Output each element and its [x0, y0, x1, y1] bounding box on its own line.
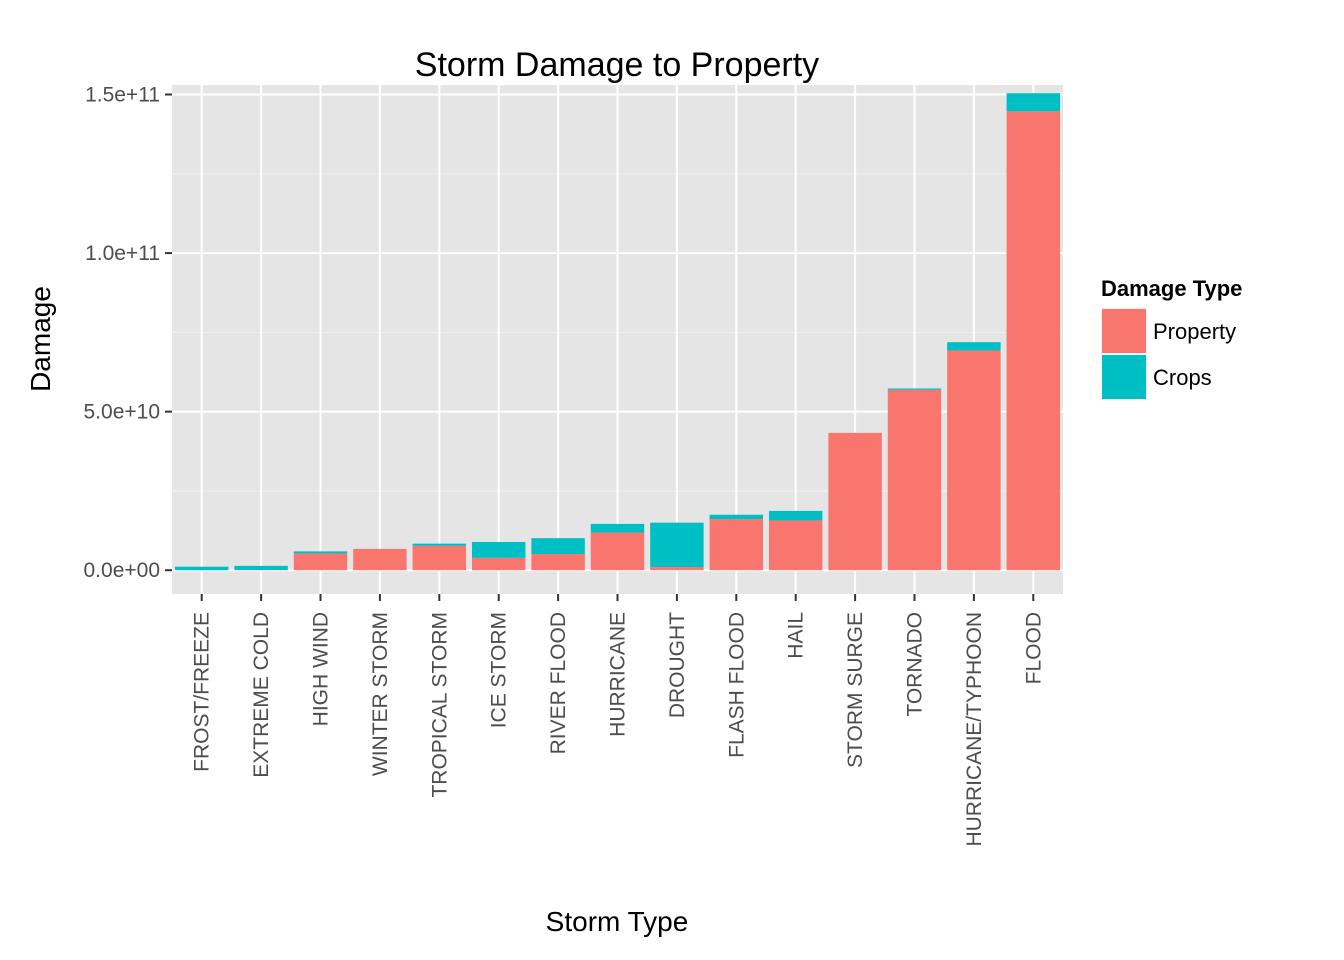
bar-property	[412, 545, 467, 571]
x-tick-label: DROUGHT	[666, 612, 689, 718]
legend: Damage Type Property Crops	[1101, 276, 1242, 400]
bar-property	[1006, 111, 1061, 571]
bar-crops	[650, 522, 704, 568]
bar-property	[828, 432, 882, 571]
bar-property	[947, 350, 1001, 571]
x-axis: FROST/FREEZE EXTREME COLD HIGH WIND WINTER …	[191, 594, 1045, 847]
y-tick-label: 5.0e+10	[84, 401, 161, 424]
chart-title: Storm Damage to Property	[415, 46, 819, 84]
legend-label-crops: Crops	[1153, 365, 1212, 390]
y-tick-label: 1.0e+11	[85, 242, 160, 265]
x-tick-label: ICE STORM	[488, 612, 511, 728]
bar-crops	[471, 541, 526, 558]
legend-key-crops	[1102, 355, 1146, 399]
bar-crops	[947, 342, 1001, 351]
bar-crops	[590, 523, 645, 533]
x-axis-title: Storm Type	[546, 906, 689, 937]
x-tick-label: WINTER STORM	[369, 612, 392, 776]
x-tick-label: HIGH WIND	[310, 612, 333, 726]
x-tick-label: HAIL	[785, 612, 808, 659]
bar-crops	[293, 551, 348, 554]
x-tick-label: FLOOD	[1022, 612, 1045, 684]
bar-property	[650, 567, 704, 571]
x-tick-label: HURRICANE	[607, 612, 630, 737]
bar-crops	[412, 543, 467, 546]
bar-property	[709, 519, 764, 571]
x-tick-label: TROPICAL STORM	[428, 612, 451, 798]
bars	[174, 93, 1061, 571]
bar-property	[293, 553, 348, 571]
x-tick-label: FLASH FLOOD	[725, 612, 748, 758]
y-axis-title: Damage	[25, 286, 56, 392]
y-axis: 0.0e+00 5.0e+10 1.0e+11 1.5e+11	[84, 84, 172, 582]
y-tick-label: 1.5e+11	[85, 84, 160, 107]
bar-crops	[709, 514, 764, 520]
bar-crops	[887, 388, 942, 390]
bar-crops	[174, 566, 229, 571]
x-tick-label: EXTREME COLD	[250, 612, 273, 778]
y-tick-label: 0.0e+00	[84, 559, 161, 582]
bar-property	[887, 389, 942, 571]
bar-property	[353, 548, 407, 571]
bar-property	[531, 554, 585, 571]
bar-property	[590, 532, 645, 571]
x-tick-label: FROST/FREEZE	[191, 612, 214, 772]
bar-crops	[531, 538, 585, 555]
bar-crops	[1006, 93, 1061, 112]
x-tick-label: HURRICANE/TYPHOON	[963, 612, 986, 847]
legend-label-property: Property	[1153, 319, 1236, 344]
legend-title: Damage Type	[1101, 276, 1242, 301]
bar-property	[768, 520, 823, 571]
bar-crops	[234, 565, 288, 570]
bar-property	[471, 557, 526, 571]
x-tick-label: STORM SURGE	[844, 612, 867, 768]
legend-key-property	[1102, 309, 1146, 353]
bar-crops	[768, 510, 823, 521]
x-tick-label: TORNADO	[904, 612, 927, 717]
x-tick-label: RIVER FLOOD	[547, 612, 570, 754]
